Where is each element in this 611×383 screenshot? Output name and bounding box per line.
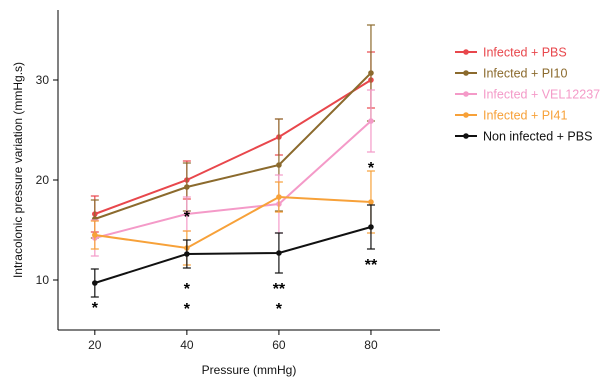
legend-swatch-marker xyxy=(463,49,469,55)
axes: 20 40 60 80 10 20 30 xyxy=(36,10,440,352)
y-axis-label: Intracolonic pressure variation (mmHg.s) xyxy=(11,62,25,278)
y-tick-label: 30 xyxy=(36,73,50,87)
data-point xyxy=(368,224,374,230)
x-tick-label: 60 xyxy=(272,338,286,352)
legend-label: Infected + PI10 xyxy=(483,67,567,81)
y-tick-label: 20 xyxy=(36,173,50,187)
significance-marker: * xyxy=(92,300,99,317)
legend-swatch-marker xyxy=(463,112,469,118)
series-3 xyxy=(90,170,375,266)
legend-swatch-marker xyxy=(463,70,469,76)
significance-marker: ** xyxy=(273,281,286,298)
legend: Infected + PBS Infected + PI10 Infected + … xyxy=(455,46,600,144)
series-layer xyxy=(90,24,375,298)
data-point xyxy=(184,184,190,190)
data-point xyxy=(276,162,282,168)
legend-swatch-marker xyxy=(463,91,469,97)
significance-marker: * xyxy=(276,301,283,318)
legend-label: Non infected + PBS xyxy=(483,130,592,144)
data-point xyxy=(92,232,98,238)
legend-item: Infected + VEL12237 xyxy=(455,88,600,102)
legend-label: Infected + VEL12237 xyxy=(483,88,600,102)
x-tick-label: 20 xyxy=(88,338,102,352)
significance-marker: * xyxy=(184,209,191,226)
legend-item: Infected + PBS xyxy=(455,46,567,60)
series-line xyxy=(94,72,372,220)
legend-swatch-marker xyxy=(463,133,469,139)
series-line xyxy=(94,79,372,215)
data-point xyxy=(368,199,374,205)
data-point xyxy=(184,251,190,257)
series-1 xyxy=(90,24,375,239)
significance-marker: * xyxy=(368,160,375,177)
x-axis-label: Pressure (mmHg) xyxy=(202,363,297,377)
x-tick-label: 80 xyxy=(364,338,378,352)
series-2 xyxy=(90,89,375,257)
series-line xyxy=(94,226,372,284)
series-4 xyxy=(90,204,375,298)
data-point xyxy=(368,118,374,124)
data-point xyxy=(276,250,282,256)
significance-annotations: ********** xyxy=(92,160,378,318)
data-point xyxy=(92,280,98,286)
legend-label: Infected + PBS xyxy=(483,46,567,60)
significance-marker: ** xyxy=(365,257,378,274)
data-point xyxy=(368,70,374,76)
series-line xyxy=(94,195,372,250)
y-tick-label: 10 xyxy=(36,273,50,287)
x-tick-label: 40 xyxy=(180,338,194,352)
data-point xyxy=(184,211,190,217)
legend-item: Infected + PI41 xyxy=(455,109,567,123)
significance-marker: * xyxy=(184,301,191,318)
legend-item: Infected + PI10 xyxy=(455,67,567,81)
legend-item: Non infected + PBS xyxy=(455,130,592,144)
data-point xyxy=(276,194,282,200)
legend-label: Infected + PI41 xyxy=(483,109,567,123)
series-line xyxy=(94,120,372,239)
significance-marker: * xyxy=(184,281,191,298)
